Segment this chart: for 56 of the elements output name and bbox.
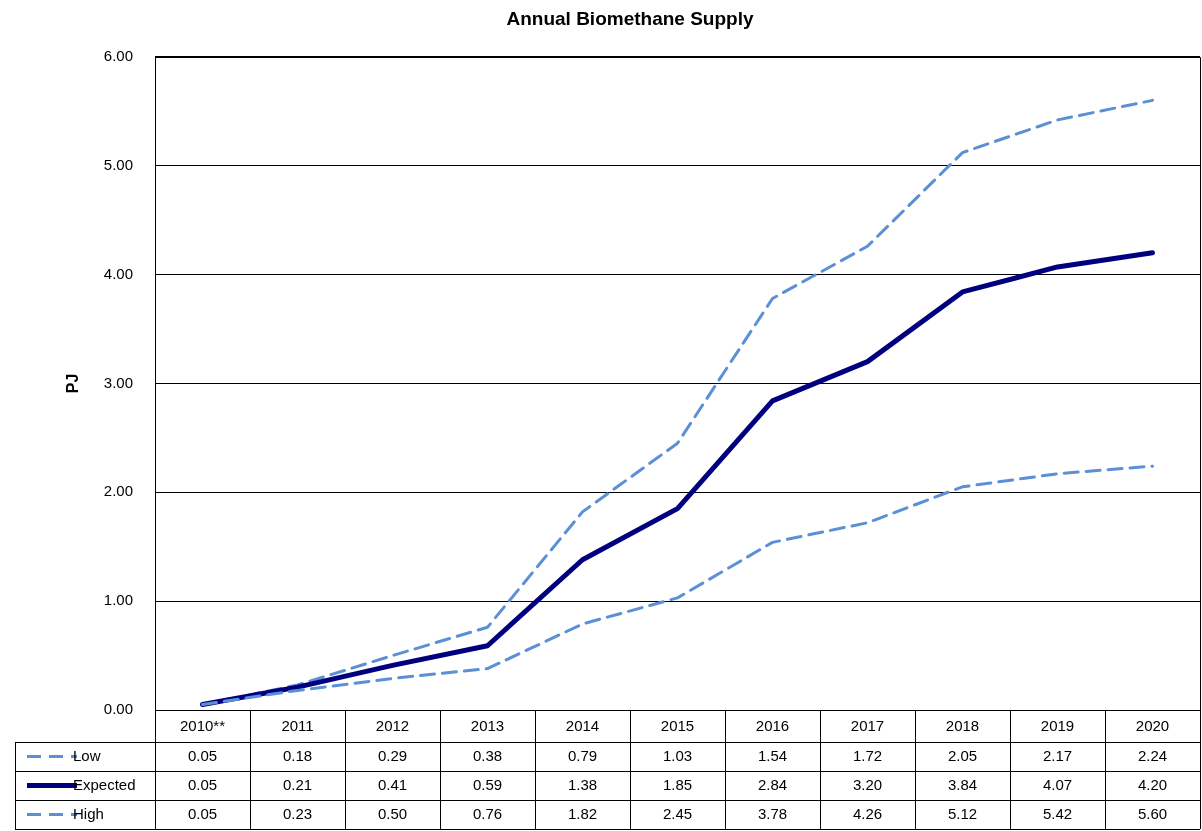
data-label: 0.29 — [377, 746, 408, 764]
data-label: 1.03 — [662, 746, 693, 764]
x-tick-label: 2020 — [1135, 717, 1170, 735]
data-label: 1.85 — [662, 775, 693, 793]
y-axis-title: PJ — [64, 373, 82, 394]
data-label: 1.38 — [567, 775, 598, 793]
data-label: 0.23 — [282, 804, 313, 822]
data-label: 1.72 — [852, 746, 883, 764]
data-label: 2.24 — [1137, 746, 1168, 764]
x-tick-label: 2017 — [850, 717, 885, 735]
data-label: 2.45 — [662, 804, 693, 822]
data-label: 2.05 — [947, 746, 978, 764]
y-tick-label: 1.00 — [103, 591, 133, 609]
y-tick-label: 4.00 — [103, 264, 133, 282]
x-tick-label: 2012 — [375, 717, 410, 735]
data-label: 0.50 — [377, 804, 408, 822]
y-tick-label: 3.00 — [103, 373, 133, 391]
data-label: 0.76 — [472, 804, 503, 822]
data-label: 0.59 — [472, 775, 503, 793]
data-label: 0.05 — [187, 804, 218, 822]
x-tick-label: 2016 — [755, 717, 790, 735]
data-label: 1.54 — [757, 746, 788, 764]
y-tick-label: 5.00 — [103, 155, 133, 173]
x-tick-label: 2013 — [470, 717, 505, 735]
data-label: 5.60 — [1137, 804, 1168, 822]
data-label: 0.38 — [472, 746, 503, 764]
data-label: 0.21 — [282, 775, 313, 793]
y-tick-label: 6.00 — [103, 46, 133, 64]
data-label: 2.84 — [757, 775, 788, 793]
chart-title: Annual Biomethane Supply — [506, 7, 754, 29]
y-tick-label: 2.00 — [103, 482, 133, 500]
data-label: 5.12 — [947, 804, 978, 822]
data-label: 4.07 — [1042, 775, 1073, 793]
x-tick-label: 2018 — [945, 717, 980, 735]
data-label: 3.78 — [757, 804, 788, 822]
data-label: 4.20 — [1137, 775, 1168, 793]
data-label: 3.84 — [947, 775, 978, 793]
legend-label: High — [73, 804, 104, 822]
data-label: 5.42 — [1042, 804, 1073, 822]
x-tick-label: 2010** — [179, 717, 226, 735]
data-label: 0.41 — [377, 775, 408, 793]
x-tick-label: 2019 — [1040, 717, 1075, 735]
y-tick-label: 0.00 — [103, 700, 133, 718]
legend-label: Expected — [73, 775, 136, 793]
x-tick-label: 2014 — [565, 717, 600, 735]
data-label: 4.26 — [852, 804, 883, 822]
x-tick-label: 2015 — [660, 717, 695, 735]
x-tick-label: 2011 — [281, 717, 314, 735]
data-label: 0.79 — [567, 746, 598, 764]
data-label: 0.05 — [187, 775, 218, 793]
data-label: 3.20 — [852, 775, 883, 793]
data-label: 1.82 — [567, 804, 598, 822]
data-label: 2.17 — [1042, 746, 1073, 764]
legend-label: Low — [73, 746, 101, 764]
data-label: 0.05 — [187, 746, 218, 764]
data-label: 0.18 — [282, 746, 313, 764]
